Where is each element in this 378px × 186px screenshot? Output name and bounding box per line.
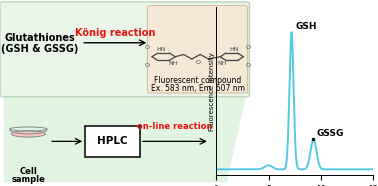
FancyBboxPatch shape <box>147 6 248 93</box>
Text: sample: sample <box>11 175 45 184</box>
Polygon shape <box>4 97 246 182</box>
Text: O: O <box>145 63 150 68</box>
Text: Cell: Cell <box>19 167 37 176</box>
Text: (GSH & GSSG): (GSH & GSSG) <box>1 44 78 54</box>
Y-axis label: Fluorescence intensity: Fluorescence intensity <box>209 52 215 131</box>
Text: Glutathiones: Glutathiones <box>4 33 75 43</box>
Text: GSSG: GSSG <box>317 129 344 138</box>
Text: on-line reaction: on-line reaction <box>137 122 213 131</box>
Text: NH: NH <box>217 61 227 66</box>
Text: O: O <box>245 63 251 68</box>
Text: Ex. 583 nm, Em. 607 nm: Ex. 583 nm, Em. 607 nm <box>151 84 245 93</box>
Text: O: O <box>195 60 200 65</box>
Text: HPLC: HPLC <box>97 136 128 146</box>
FancyBboxPatch shape <box>0 2 249 97</box>
Text: NH: NH <box>169 61 178 66</box>
Ellipse shape <box>11 131 45 137</box>
Text: HN: HN <box>157 47 166 52</box>
Text: König reaction: König reaction <box>75 28 155 39</box>
Text: O: O <box>245 45 251 50</box>
Text: HN: HN <box>229 47 239 52</box>
FancyBboxPatch shape <box>85 126 140 157</box>
Text: Fluorescent compound: Fluorescent compound <box>154 76 241 85</box>
Text: GSH: GSH <box>296 22 317 31</box>
Text: O: O <box>145 45 150 50</box>
